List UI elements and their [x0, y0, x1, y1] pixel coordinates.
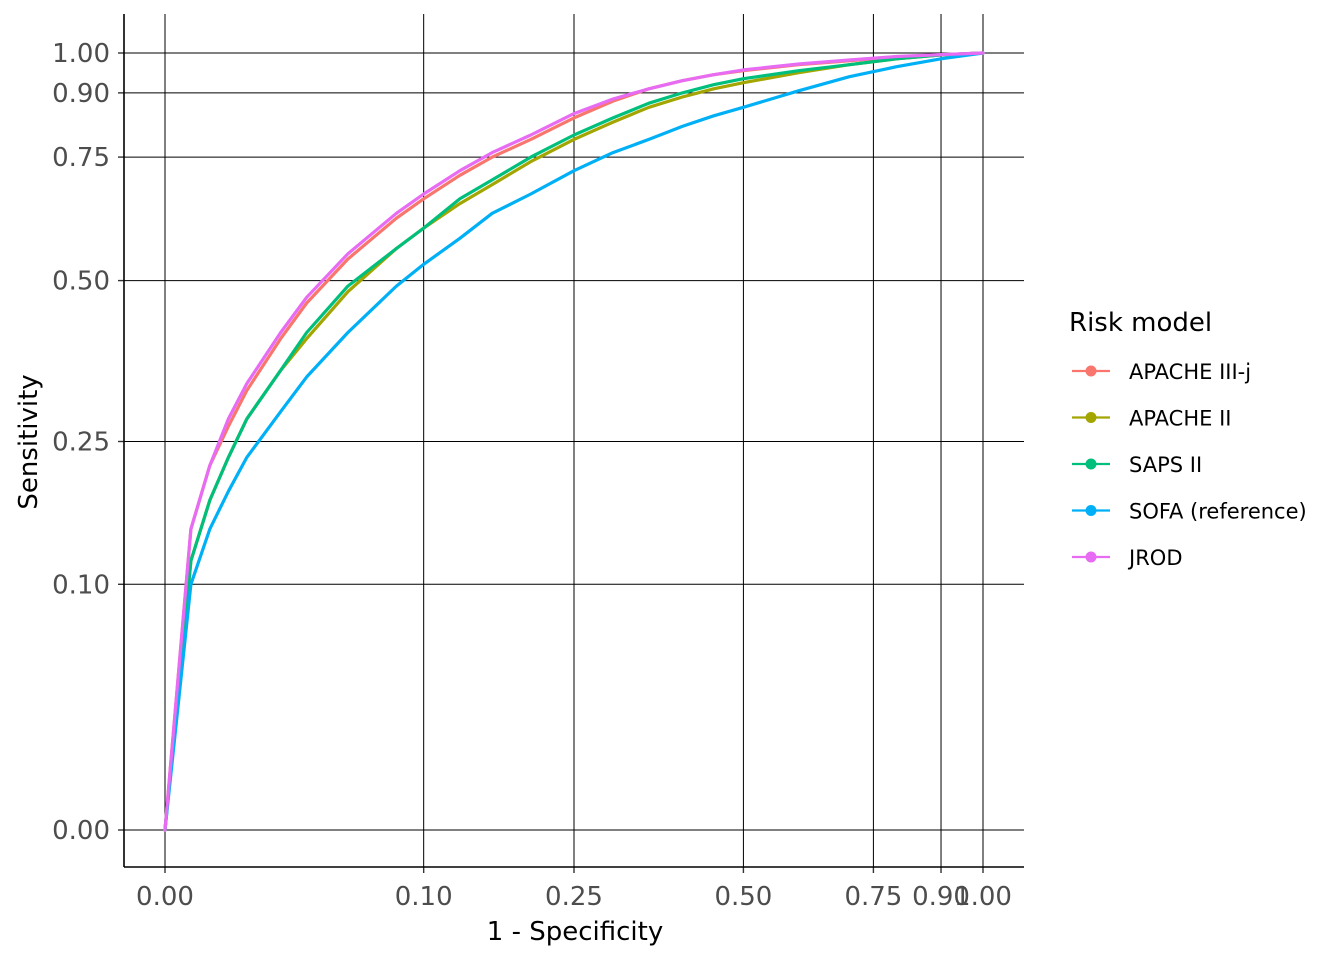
- legend-item: APACHE II: [1072, 407, 1231, 431]
- legend-key-dot: [1085, 458, 1097, 470]
- roc-curve-saps-ii: [163, 51, 985, 832]
- legend-item: JROD: [1072, 546, 1182, 570]
- legend-label: SOFA (reference): [1129, 500, 1307, 524]
- roc-curve-jrod: [163, 51, 985, 832]
- y-tick-label: 0.75: [52, 143, 110, 173]
- legend-label: SAPS II: [1129, 453, 1202, 477]
- y-tick-label: 0.00: [52, 816, 110, 846]
- legend-key-dot: [1085, 365, 1097, 377]
- legend-label: APACHE III-j: [1129, 360, 1251, 384]
- legend-key-dot: [1085, 505, 1097, 516]
- x-tick-label: 0.00: [136, 882, 194, 912]
- x-tick-label: 0.75: [844, 882, 902, 912]
- tick-labels: 0.00 0.10 0.25 0.50 0.75 0.901.000.000.100.25…: [52, 39, 1012, 912]
- x-tick-label: 0.10: [395, 882, 453, 912]
- x-tick-label: 1.00: [954, 882, 1012, 912]
- y-axis-title: Sensitivity: [14, 374, 44, 509]
- legend-title: Risk model: [1069, 308, 1212, 338]
- legend-key-dot: [1085, 412, 1097, 423]
- legend-item: SAPS II: [1072, 453, 1202, 477]
- legend-key-dot: [1085, 551, 1097, 563]
- y-tick-label: 1.00: [52, 39, 110, 69]
- x-tick-label: 0.25: [545, 882, 603, 912]
- x-axis-title: 1 - Specificity: [487, 917, 663, 947]
- x-tick-label: 0.50: [714, 882, 772, 912]
- y-tick-label: 0.25: [52, 428, 110, 458]
- y-tick-label: 0.50: [52, 267, 110, 297]
- legend: Risk model APACHE III-j APACHE II SAPS II S…: [1069, 308, 1307, 570]
- y-tick-label: 0.10: [52, 570, 110, 600]
- legend-label: APACHE II: [1129, 407, 1231, 431]
- x-tick-label: 0.90: [912, 882, 970, 912]
- roc-curves: [163, 51, 985, 832]
- legend-label: JROD: [1127, 546, 1182, 570]
- legend-item: APACHE III-j: [1072, 360, 1251, 384]
- y-tick-label: 0.90: [52, 79, 110, 109]
- roc-curve-sofa-reference: [163, 51, 985, 832]
- legend-item: SOFA (reference): [1072, 500, 1307, 524]
- grid-lines: [124, 14, 1024, 867]
- axes: [118, 14, 1024, 873]
